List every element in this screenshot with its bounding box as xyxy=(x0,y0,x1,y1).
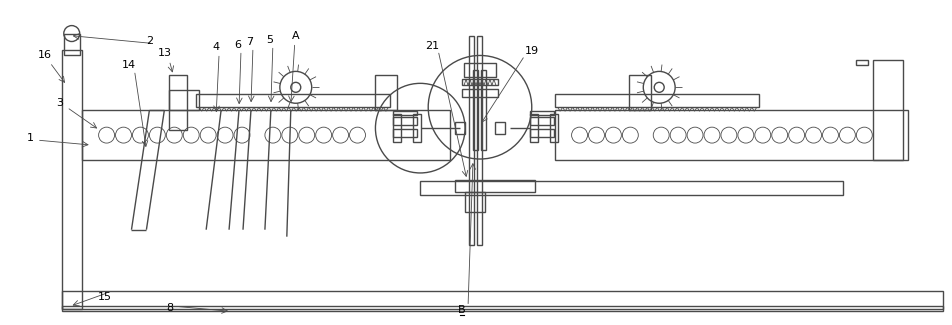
Bar xyxy=(473,71,478,150)
Bar xyxy=(169,90,199,110)
Bar xyxy=(529,129,554,137)
Bar xyxy=(481,71,486,150)
Text: 6: 6 xyxy=(234,40,242,49)
Bar xyxy=(462,89,498,97)
Bar xyxy=(465,192,485,212)
Text: 19: 19 xyxy=(525,46,539,57)
Bar xyxy=(455,122,465,134)
Bar xyxy=(393,129,417,137)
Text: 4: 4 xyxy=(212,43,220,53)
Bar xyxy=(82,110,450,160)
Text: 2: 2 xyxy=(146,35,153,46)
Bar xyxy=(529,111,554,115)
Bar xyxy=(462,79,498,85)
Bar xyxy=(62,50,82,309)
Text: 5: 5 xyxy=(267,34,273,45)
Bar xyxy=(455,180,535,192)
Bar xyxy=(555,110,908,160)
Text: 3: 3 xyxy=(56,98,63,108)
Bar xyxy=(393,114,402,142)
Bar xyxy=(555,94,759,107)
Text: 13: 13 xyxy=(157,48,171,58)
Text: 15: 15 xyxy=(98,292,111,303)
Bar xyxy=(169,75,188,130)
Bar xyxy=(529,117,554,125)
Text: 21: 21 xyxy=(426,41,439,50)
Bar xyxy=(375,75,397,110)
Bar xyxy=(529,114,538,142)
Bar xyxy=(393,117,417,125)
Bar xyxy=(464,63,496,77)
Bar xyxy=(420,181,843,195)
Text: 7: 7 xyxy=(247,36,253,46)
Bar xyxy=(549,114,558,142)
Bar xyxy=(393,111,417,115)
Bar xyxy=(495,122,505,134)
Text: 8: 8 xyxy=(166,303,173,313)
Text: 16: 16 xyxy=(38,50,51,60)
Bar xyxy=(629,75,651,110)
Text: 14: 14 xyxy=(122,60,135,71)
Bar xyxy=(64,33,80,56)
Bar xyxy=(62,292,943,309)
Bar xyxy=(62,306,943,311)
Text: B: B xyxy=(458,306,466,315)
Text: A: A xyxy=(292,31,300,41)
Bar xyxy=(873,60,903,160)
Bar xyxy=(469,35,474,245)
Bar xyxy=(413,114,421,142)
Bar xyxy=(196,94,390,107)
Bar xyxy=(477,35,482,245)
Text: 1: 1 xyxy=(27,133,33,143)
Bar xyxy=(857,60,868,65)
